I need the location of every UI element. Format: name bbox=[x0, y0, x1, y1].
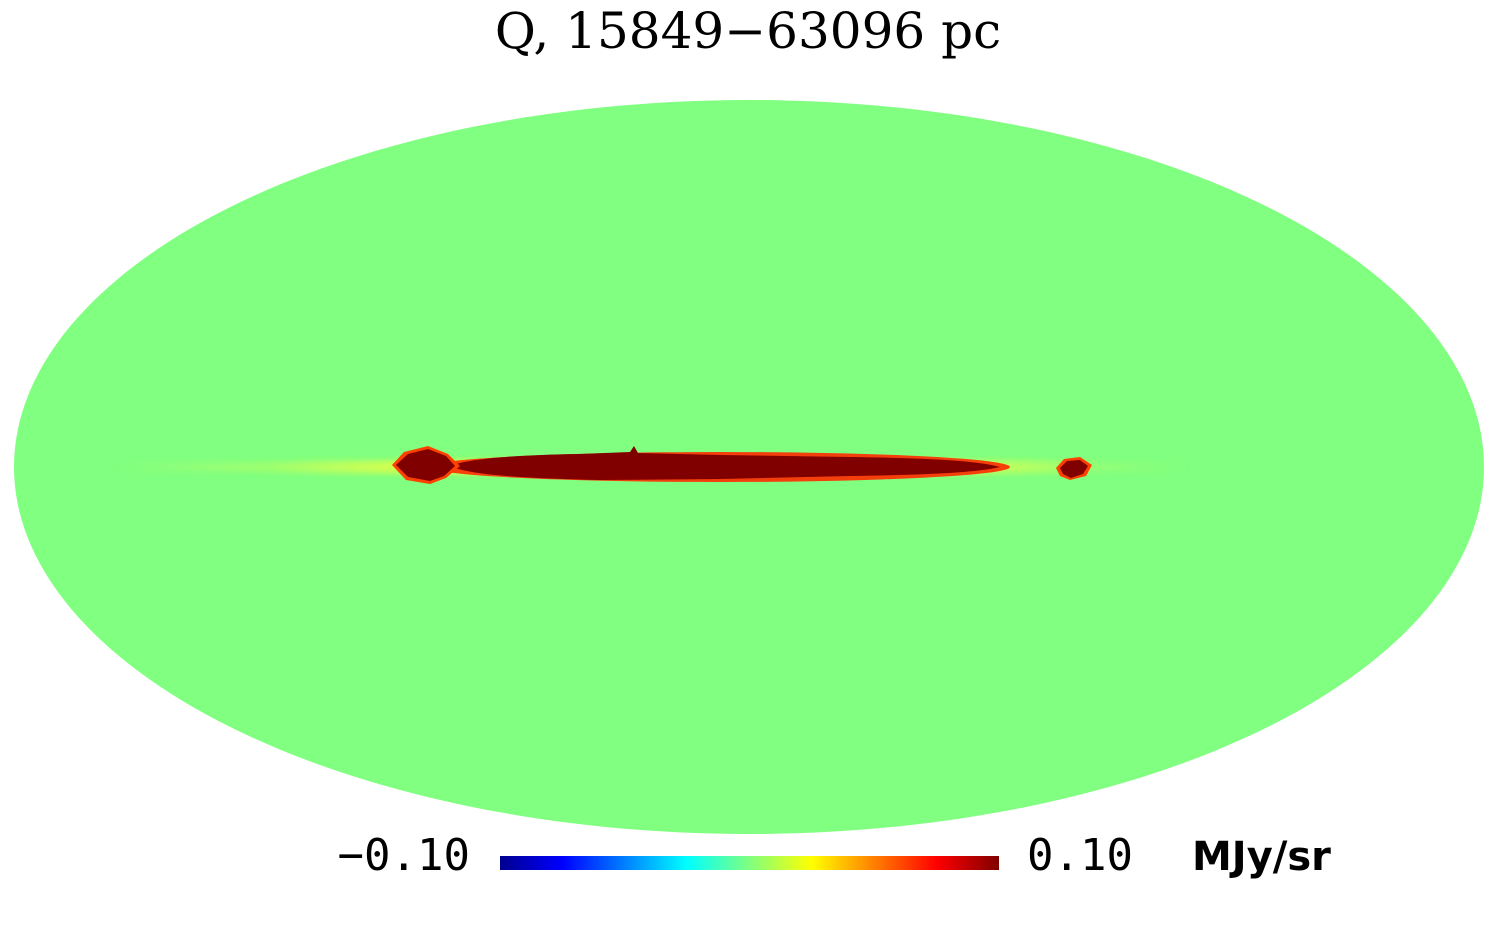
plane-core-band bbox=[450, 446, 1000, 480]
colorbar: −0.10 0.10 MJy/sr bbox=[338, 830, 1332, 881]
colorbar-unit: MJy/sr bbox=[1192, 834, 1331, 880]
left-blob bbox=[396, 449, 455, 481]
colorbar-gradient bbox=[500, 856, 999, 870]
colorbar-max-label: 0.10 bbox=[1027, 830, 1133, 881]
colorbar-min-label: −0.10 bbox=[338, 830, 470, 881]
map-title: Q, 15849−63096 pc bbox=[495, 2, 1001, 60]
right-blob bbox=[1060, 460, 1088, 478]
galactic-plane-emission bbox=[110, 446, 1190, 484]
